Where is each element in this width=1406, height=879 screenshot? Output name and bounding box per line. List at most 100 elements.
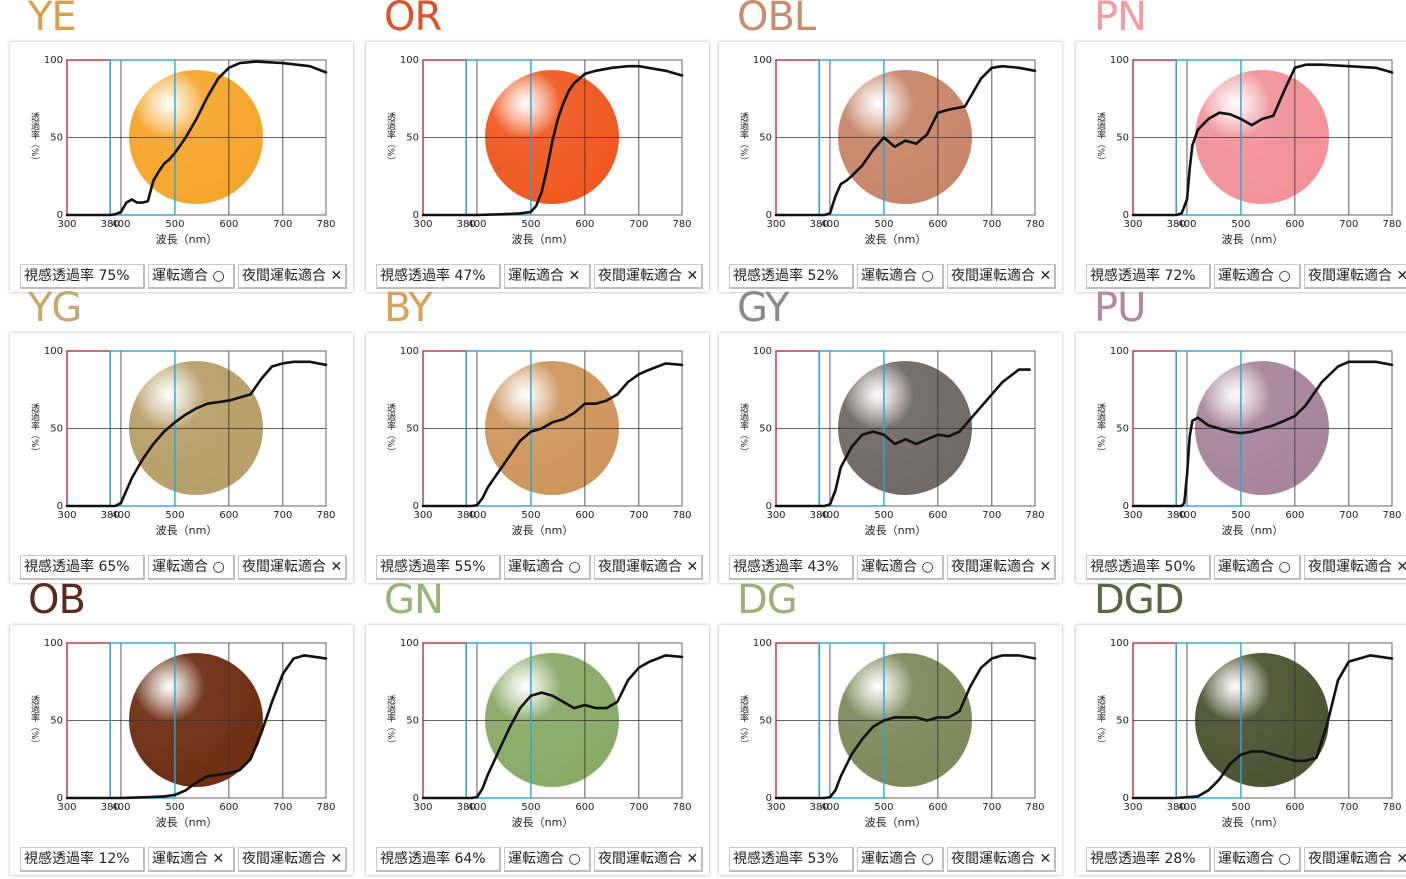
lens-color-swatch xyxy=(838,70,972,204)
x-tick-label: 780 xyxy=(1025,802,1044,813)
lens-color-swatch xyxy=(485,361,619,495)
lens-tile-ob: OB 300 380 400 500 600 700 780 0 50 100 波長（nm） 透過率（%… xyxy=(10,580,353,875)
lens-code: YE xyxy=(28,0,77,40)
lens-code: GN xyxy=(384,577,444,623)
luminous-transmittance: 視感透過率 50% xyxy=(1086,555,1211,580)
x-axis-label: 波長（nm） xyxy=(865,816,927,829)
x-tick-label: 700 xyxy=(982,510,1001,521)
x-tick-label: 700 xyxy=(273,219,292,230)
lens-tile-dg: DG 300 380 400 500 600 700 780 0 50 100 波長（nm） 透過率（%… xyxy=(719,580,1062,875)
lens-info-row: 視感透過率 53% 運転適合 ○ 夜間運転適合 ✕ xyxy=(729,847,1056,872)
y-tick-label: 0 xyxy=(766,793,772,804)
chart-panel: 300 380 400 500 600 700 780 0 50 100 波長（nm） 透過率（%） 視… xyxy=(366,333,709,583)
x-tick-label: 600 xyxy=(575,219,594,230)
y-tick-label: 0 xyxy=(57,501,63,512)
transmittance-curve xyxy=(421,64,684,217)
x-tick-label: 500 xyxy=(874,802,893,813)
lens-info-row: 視感透過率 55% 運転適合 ○ 夜間運転適合 ✕ xyxy=(376,555,703,580)
blue-light-region-box xyxy=(1175,642,1242,799)
x-axis-label: 波長（nm） xyxy=(1222,233,1284,246)
night-driving-suitability: 夜間運転適合 ✕ xyxy=(947,847,1056,872)
lens-tile-pn: PN 300 380 400 500 600 700 780 0 50 100 波長（nm） 透過率（%… xyxy=(1076,0,1406,292)
y-tick-label: 50 xyxy=(1116,716,1129,727)
blue-light-region-box xyxy=(465,350,532,507)
x-tick-label: 500 xyxy=(874,510,893,521)
x-axis-label: 波長（nm） xyxy=(1222,816,1284,829)
lens-tile-yg: YG 300 380 400 500 600 700 780 0 50 100 波長（nm） 透過率（%… xyxy=(10,288,353,583)
lens-color-swatch xyxy=(129,653,263,787)
lens-info-row: 視感透過率 12% 運転適合 ✕ 夜間運転適合 ✕ xyxy=(20,847,347,872)
y-axis-label: 透過率（%） xyxy=(1095,695,1106,749)
y-tick-label: 50 xyxy=(759,424,772,435)
chart-panel: 300 380 400 500 600 700 780 0 50 100 波長（nm） 透過率（%） 視… xyxy=(366,42,709,292)
lens-tile-by: BY 300 380 400 500 600 700 780 0 50 100 波長（nm） 透過率（%… xyxy=(366,285,709,583)
transmittance-curve xyxy=(421,362,684,508)
x-tick-label: 380 xyxy=(1167,802,1186,813)
lens-info-row: 視感透過率 52% 運転適合 ○ 夜間運転適合 ✕ xyxy=(729,264,1056,289)
driving-suitability: 運転適合 ✕ xyxy=(148,847,235,872)
x-tick-label: 400 xyxy=(820,219,839,230)
transmittance-curve xyxy=(1131,360,1394,508)
y-tick-label: 0 xyxy=(1123,501,1129,512)
luminous-transmittance: 視感透過率 52% xyxy=(729,264,854,289)
x-tick-label: 300 xyxy=(1123,510,1142,521)
x-tick-label: 380 xyxy=(457,510,476,521)
transmittance-curve xyxy=(421,654,684,800)
x-tick-label: 380 xyxy=(1167,510,1186,521)
transmittance-curve xyxy=(1131,63,1394,217)
chart-panel: 300 380 400 500 600 700 780 0 50 100 波長（nm） 透過率（%） 視… xyxy=(10,625,353,875)
x-tick-label: 380 xyxy=(101,510,120,521)
x-axis-label: 波長（nm） xyxy=(512,524,574,537)
x-tick-label: 300 xyxy=(413,219,432,230)
x-tick-label: 600 xyxy=(575,802,594,813)
lens-tile-pu: PU 300 380 400 500 600 700 780 0 50 100 波長（nm） 透過率（%… xyxy=(1076,288,1406,583)
x-tick-label: 780 xyxy=(1382,219,1401,230)
luminous-transmittance: 視感透過率 64% xyxy=(376,847,501,872)
y-tick-label: 100 xyxy=(753,346,772,357)
x-tick-label: 500 xyxy=(521,510,540,521)
x-tick-label: 780 xyxy=(316,802,335,813)
x-tick-label: 500 xyxy=(1231,219,1250,230)
driving-suitability: 運転適合 ○ xyxy=(857,555,944,580)
y-axis-label: 透過率（%） xyxy=(738,112,749,166)
x-tick-label: 780 xyxy=(316,510,335,521)
driving-suitability: 運転適合 ○ xyxy=(857,847,944,872)
x-tick-label: 300 xyxy=(57,219,76,230)
y-axis-label: 透過率（%） xyxy=(29,112,40,166)
x-tick-label: 300 xyxy=(766,510,785,521)
luminous-transmittance: 視感透過率 55% xyxy=(376,555,501,580)
lens-color-swatch xyxy=(838,361,972,495)
lens-info-row: 視感透過率 65% 運転適合 ○ 夜間運転適合 ✕ xyxy=(20,555,347,580)
night-driving-suitability: 夜間運転適合 ✕ xyxy=(238,264,347,289)
x-tick-label: 780 xyxy=(672,219,691,230)
y-tick-label: 100 xyxy=(44,346,63,357)
x-tick-label: 600 xyxy=(575,510,594,521)
lens-tile-gy: GY 300 380 400 500 600 700 780 0 50 100 波長（nm） 透過率（%… xyxy=(719,288,1062,583)
x-tick-label: 600 xyxy=(219,802,238,813)
driving-suitability: 運転適合 ○ xyxy=(504,847,591,872)
driving-suitability: 運転適合 ○ xyxy=(857,264,944,289)
lens-info-row: 視感透過率 28% 運転適合 ○ 夜間運転適合 ✕ xyxy=(1086,847,1406,872)
luminous-transmittance: 視感透過率 28% xyxy=(1086,847,1211,872)
x-tick-label: 380 xyxy=(101,802,120,813)
transmittance-curve xyxy=(65,654,328,800)
x-tick-label: 600 xyxy=(219,219,238,230)
x-axis-label: 波長（nm） xyxy=(156,524,218,537)
y-tick-label: 100 xyxy=(44,638,63,649)
x-tick-label: 500 xyxy=(1231,802,1250,813)
chart-panel: 300 380 400 500 600 700 780 0 50 100 波長（nm） 透過率（%） 視… xyxy=(1076,333,1406,583)
luminous-transmittance: 視感透過率 65% xyxy=(20,555,145,580)
x-tick-label: 700 xyxy=(1339,510,1358,521)
night-driving-suitability: 夜間運転適合 ✕ xyxy=(947,555,1056,580)
driving-suitability: 運転適合 ✕ xyxy=(504,264,591,289)
chart-panel: 300 380 400 500 600 700 780 0 50 100 波長（nm） 透過率（%） 視… xyxy=(10,333,353,583)
x-tick-label: 600 xyxy=(1285,802,1304,813)
y-tick-label: 0 xyxy=(766,210,772,221)
luminous-transmittance: 視感透過率 72% xyxy=(1086,264,1211,289)
lens-code: BY xyxy=(384,285,433,331)
